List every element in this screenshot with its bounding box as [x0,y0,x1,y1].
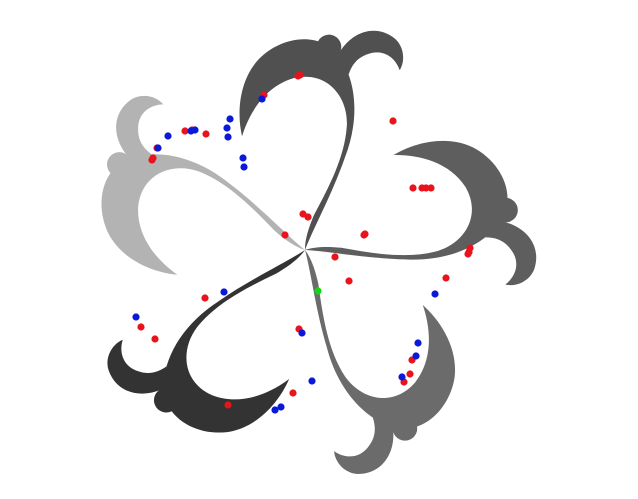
red-marker[interactable] [409,184,417,192]
blue-marker[interactable] [298,329,306,337]
green-marker[interactable] [314,287,322,295]
red-marker[interactable] [224,401,232,409]
blue-marker[interactable] [258,95,266,103]
red-marker[interactable] [202,130,210,138]
blue-marker[interactable] [414,339,422,347]
red-marker[interactable] [304,213,312,221]
blue-marker[interactable] [277,403,285,411]
blue-marker[interactable] [154,144,162,152]
red-marker[interactable] [442,274,450,282]
red-marker[interactable] [422,184,430,192]
markers-layer [132,71,474,414]
red-marker[interactable] [345,277,353,285]
blue-marker[interactable] [271,406,279,414]
red-marker[interactable] [281,231,289,239]
red-marker[interactable] [360,231,368,239]
blue-marker[interactable] [191,126,199,134]
blue-marker[interactable] [132,313,140,321]
swirl-petal-top[interactable] [212,0,465,252]
blue-marker[interactable] [226,115,234,123]
red-marker[interactable] [201,294,209,302]
blue-marker[interactable] [220,288,228,296]
red-marker[interactable] [148,156,156,164]
blue-marker[interactable] [223,124,231,132]
swirl-petal-bottom[interactable] [226,247,480,497]
blue-marker[interactable] [308,377,316,385]
blue-marker[interactable] [398,373,406,381]
blue-marker[interactable] [240,163,248,171]
red-marker[interactable] [389,117,397,125]
blue-marker[interactable] [239,154,247,162]
blue-marker[interactable] [431,290,439,298]
red-marker[interactable] [406,370,414,378]
swirl-petal-light[interactable] [83,72,306,286]
blue-marker[interactable] [224,133,232,141]
red-marker[interactable] [427,184,435,192]
red-marker[interactable] [151,335,159,343]
red-marker[interactable] [331,253,339,261]
swirl-petals [83,0,569,497]
blue-marker[interactable] [412,352,420,360]
red-marker[interactable] [289,389,297,397]
red-marker[interactable] [296,71,304,79]
red-marker[interactable] [137,323,145,331]
red-marker[interactable] [465,248,473,256]
blue-marker[interactable] [164,132,172,140]
red-marker[interactable] [181,127,189,135]
